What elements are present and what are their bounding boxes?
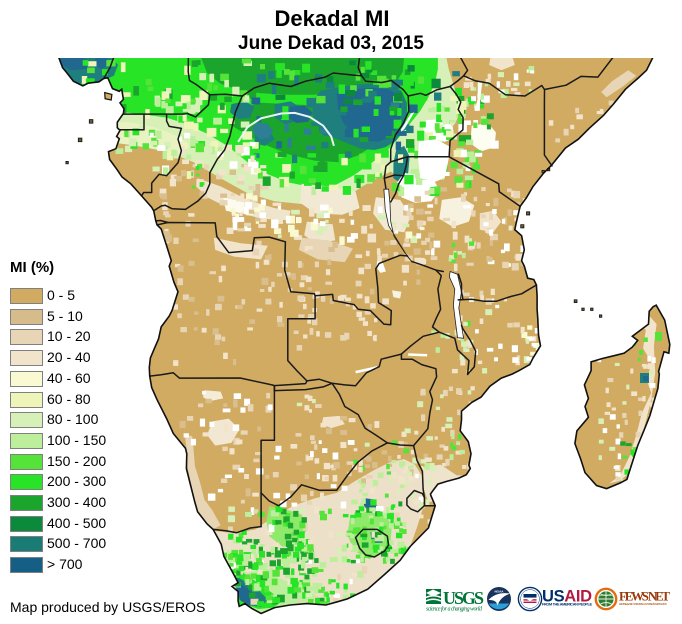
svg-text:science for a changing world: science for a changing world <box>426 606 483 613</box>
svg-text:USAID: USAID <box>542 588 592 606</box>
svg-text:NOAA: NOAA <box>494 590 504 594</box>
svg-text:FEWS NET: FEWS NET <box>619 590 670 604</box>
svg-text:USGS: USGS <box>443 588 484 608</box>
svg-text:FAMINE EARLY WARNING SYSTEMS N: FAMINE EARLY WARNING SYSTEMS NETWORK <box>619 602 667 606</box>
svg-text:FROM THE AMERICAN PEOPLE: FROM THE AMERICAN PEOPLE <box>542 603 592 607</box>
